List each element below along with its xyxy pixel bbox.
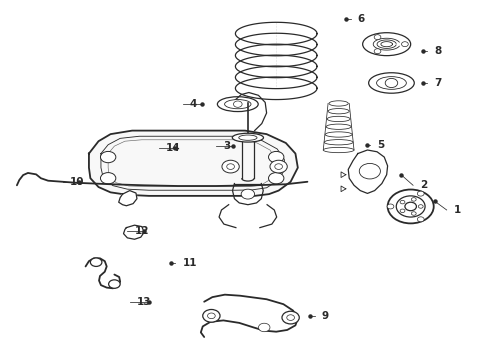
- Circle shape: [208, 313, 215, 319]
- Circle shape: [100, 172, 116, 184]
- Text: 11: 11: [183, 258, 197, 268]
- Circle shape: [258, 323, 270, 332]
- Text: 14: 14: [166, 143, 180, 153]
- Text: 2: 2: [420, 180, 427, 190]
- Text: 12: 12: [135, 226, 149, 236]
- Text: 4: 4: [190, 99, 197, 109]
- Circle shape: [269, 152, 284, 163]
- Ellipse shape: [329, 101, 348, 106]
- Ellipse shape: [377, 77, 406, 89]
- Circle shape: [287, 315, 294, 320]
- Ellipse shape: [327, 116, 350, 122]
- Ellipse shape: [239, 135, 257, 140]
- Circle shape: [374, 35, 381, 40]
- Polygon shape: [123, 225, 144, 239]
- Circle shape: [385, 78, 398, 87]
- Circle shape: [400, 201, 405, 204]
- Ellipse shape: [368, 73, 414, 93]
- Ellipse shape: [324, 140, 353, 145]
- Ellipse shape: [224, 100, 251, 109]
- Ellipse shape: [325, 132, 352, 137]
- Text: 7: 7: [435, 78, 442, 88]
- Circle shape: [412, 212, 416, 215]
- Text: 5: 5: [377, 140, 384, 150]
- Circle shape: [227, 164, 234, 170]
- Circle shape: [233, 101, 242, 107]
- Text: 3: 3: [223, 141, 231, 152]
- Circle shape: [269, 172, 284, 184]
- Text: 8: 8: [435, 46, 442, 56]
- Text: 9: 9: [322, 311, 329, 321]
- Circle shape: [100, 152, 116, 163]
- Circle shape: [275, 164, 282, 170]
- Circle shape: [359, 163, 380, 179]
- Circle shape: [109, 280, 120, 288]
- Circle shape: [417, 217, 424, 222]
- Circle shape: [203, 310, 220, 322]
- Polygon shape: [89, 131, 298, 196]
- Ellipse shape: [218, 97, 258, 112]
- Circle shape: [90, 258, 102, 266]
- Circle shape: [282, 311, 299, 324]
- Text: 13: 13: [137, 297, 151, 307]
- Ellipse shape: [328, 109, 349, 114]
- Circle shape: [396, 196, 425, 217]
- Circle shape: [241, 189, 255, 199]
- Circle shape: [412, 198, 416, 201]
- Circle shape: [222, 160, 239, 173]
- Circle shape: [418, 205, 423, 208]
- Polygon shape: [348, 150, 388, 193]
- Ellipse shape: [323, 147, 354, 153]
- Text: 1: 1: [454, 205, 461, 215]
- Ellipse shape: [232, 133, 264, 142]
- Circle shape: [417, 191, 424, 196]
- Ellipse shape: [363, 33, 411, 56]
- Circle shape: [387, 204, 394, 209]
- Circle shape: [374, 49, 381, 54]
- Circle shape: [400, 209, 405, 212]
- Text: 6: 6: [358, 14, 365, 24]
- Circle shape: [388, 189, 434, 224]
- Circle shape: [270, 160, 287, 173]
- Ellipse shape: [326, 124, 351, 129]
- Circle shape: [401, 42, 408, 47]
- Circle shape: [405, 202, 416, 211]
- Polygon shape: [119, 190, 137, 206]
- Text: 10: 10: [70, 177, 84, 187]
